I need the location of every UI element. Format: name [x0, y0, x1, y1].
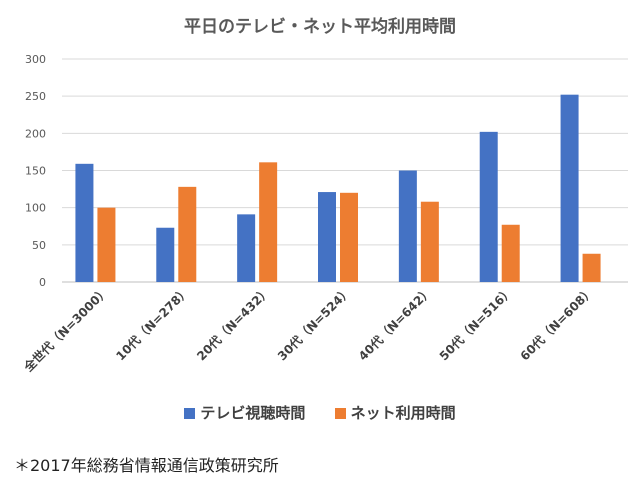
- legend-item-tv: テレビ視聴時間: [184, 402, 305, 423]
- bar-net: [501, 224, 520, 282]
- y-tick-label: 300: [25, 53, 46, 66]
- x-tick-label: 10代（N=278）: [113, 284, 193, 364]
- x-tick-label: 60代（N=608）: [517, 284, 597, 364]
- bar-tv: [479, 131, 498, 282]
- x-tick-label: 30代（N=524）: [274, 284, 354, 364]
- legend-swatch-net: [334, 408, 346, 419]
- bar-tv: [156, 227, 175, 282]
- x-tick-label: 50代（N=516）: [436, 284, 516, 364]
- legend-label-net: ネット利用時間: [350, 404, 456, 422]
- bar-net: [97, 207, 116, 282]
- bar-tv: [237, 214, 256, 282]
- legend: テレビ視聴時間 ネット利用時間: [0, 402, 640, 423]
- x-tick-label: 全世代（N=3000）: [20, 284, 112, 376]
- bar-net: [259, 162, 278, 282]
- y-tick-label: 0: [39, 276, 46, 289]
- bar-net: [340, 192, 358, 282]
- legend-label-tv: テレビ視聴時間: [200, 404, 306, 422]
- bars: [75, 94, 601, 283]
- y-tick-label: 200: [25, 127, 46, 140]
- bar-tv: [318, 192, 336, 282]
- y-tick-label: 50: [32, 239, 46, 252]
- y-tick-label: 100: [25, 202, 46, 215]
- chart-title: 平日のテレビ・ネット平均利用時間: [184, 17, 456, 37]
- footnote: ＊2017年総務省情報通信政策研究所: [14, 456, 279, 475]
- y-axis-ticks: 0 50 100 150 200 250 300: [25, 53, 46, 289]
- x-axis-labels: 全世代（N=3000） 10代（N=278） 20代（N=432） 30代（N=524…: [20, 284, 597, 376]
- bar-net: [420, 201, 439, 282]
- bar-tv: [560, 94, 579, 283]
- y-tick-label: 150: [25, 165, 46, 178]
- y-tick-label: 250: [25, 90, 46, 103]
- bar-net: [582, 253, 601, 282]
- x-tick-label: 20代（N=432）: [193, 284, 273, 364]
- legend-item-net: ネット利用時間: [334, 402, 456, 423]
- bar-tv: [75, 163, 94, 282]
- bar-net: [178, 186, 197, 282]
- legend-swatch-tv: [184, 408, 196, 419]
- bar-tv: [398, 170, 417, 282]
- x-tick-label: 40代（N=642）: [355, 284, 435, 364]
